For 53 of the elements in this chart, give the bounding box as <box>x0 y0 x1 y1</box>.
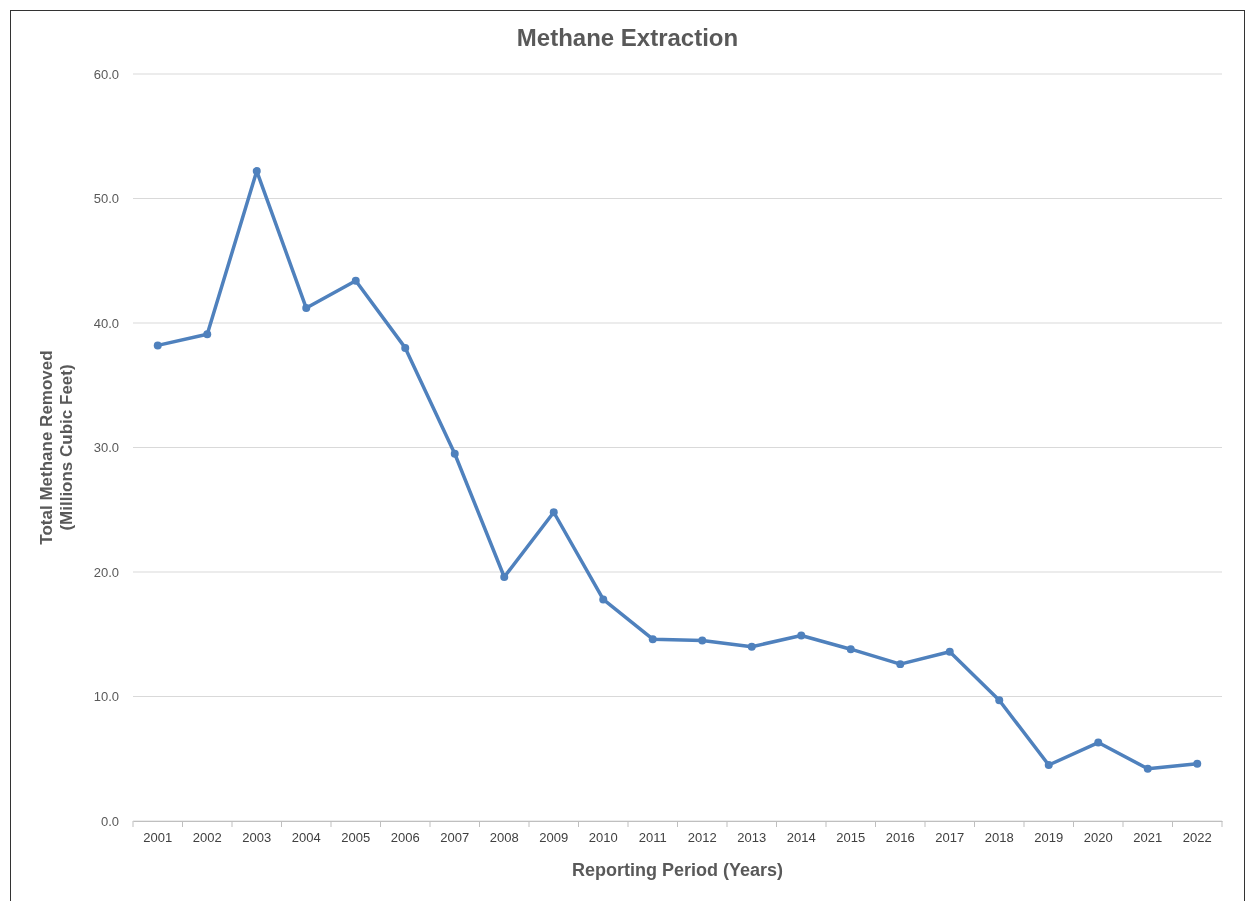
point <box>1193 759 1202 768</box>
x-tick-label: 2017 <box>935 830 965 846</box>
x-tick-label: 2009 <box>539 830 569 846</box>
x-tick-label: 2003 <box>242 830 272 846</box>
point <box>896 660 905 669</box>
x-tick-label: 2008 <box>489 830 519 846</box>
point <box>500 573 509 581</box>
x-tick-label: 2022 <box>1182 830 1212 846</box>
x-tick-label: 2019 <box>1034 830 1064 846</box>
x-tick-label: 2010 <box>588 830 618 846</box>
y-axis-title: Total Methane Removed (Millions Cubic Feet) <box>37 350 76 545</box>
x-tick-label: 2016 <box>885 830 915 846</box>
chart-title: Methane Extraction <box>516 24 739 51</box>
y-tick-label: 0.0 <box>100 813 119 829</box>
x-tick-label: 2004 <box>291 830 321 846</box>
point <box>698 636 707 645</box>
point <box>1094 738 1103 747</box>
x-tick-label: 2005 <box>341 830 371 846</box>
point <box>549 508 558 517</box>
point <box>1044 760 1053 769</box>
x-tick-label: 2021 <box>1133 830 1163 846</box>
point <box>1143 764 1152 773</box>
point <box>351 276 360 285</box>
y-tick-label: 30.0 <box>93 440 119 456</box>
point <box>153 341 162 350</box>
point <box>945 647 954 656</box>
x-tick-label: 2020 <box>1083 830 1113 846</box>
x-tick-label: 2007 <box>440 830 470 846</box>
point <box>203 330 212 339</box>
y-tick-label: 50.0 <box>93 191 119 207</box>
point <box>747 642 756 651</box>
x-tick-label: 2018 <box>984 830 1014 846</box>
x-tick-label: 2006 <box>390 830 420 846</box>
x-tick-label: 2001 <box>143 830 173 846</box>
point <box>995 696 1004 705</box>
x-tick-label: 2012 <box>687 830 717 846</box>
y-tick-label: 10.0 <box>93 689 119 705</box>
x-tick-label: 2002 <box>192 830 222 846</box>
point <box>797 631 806 640</box>
point <box>450 449 459 458</box>
y-tick-label: 60.0 <box>93 66 119 82</box>
x-tick-label: 2013 <box>737 830 767 846</box>
point <box>846 645 855 654</box>
x-tick-label: 2011 <box>638 830 667 846</box>
y-tick-label: 40.0 <box>93 315 119 331</box>
x-tick-label: 2014 <box>786 830 816 846</box>
y-tick-label: 20.0 <box>93 564 119 580</box>
x-axis-title: Reporting Period (Years) <box>571 860 784 880</box>
point <box>648 635 657 644</box>
point <box>401 343 410 352</box>
x-tick-label: 2015 <box>836 830 866 846</box>
point <box>599 595 608 604</box>
point <box>302 304 311 313</box>
